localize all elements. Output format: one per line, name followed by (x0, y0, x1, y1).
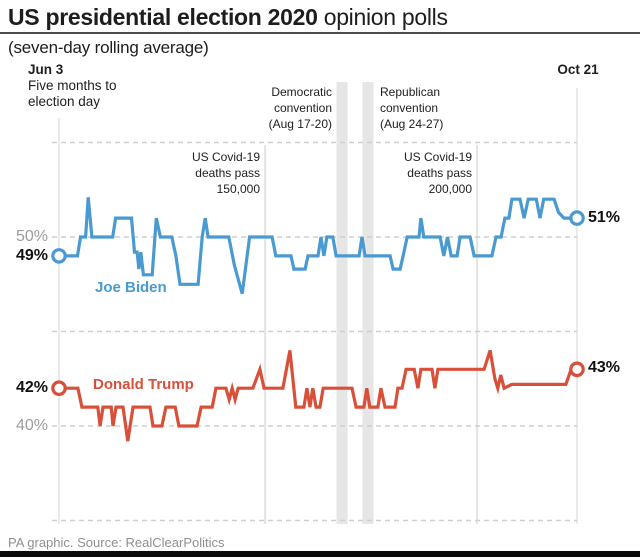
trump-line (57, 349, 579, 442)
trump-start-value: 42% (15, 379, 48, 396)
biden-line (57, 197, 579, 295)
chart-subtitle: (seven-day rolling average) (8, 38, 209, 57)
trump-start-marker (51, 380, 67, 396)
page-title: US presidential election 2020 opinion po… (8, 4, 448, 31)
source-credit: PA graphic. Source: RealClearPolitics (8, 535, 225, 550)
title-bold: US presidential election 2020 (8, 4, 318, 30)
convention-band-1 (362, 82, 374, 524)
gridline-label-50: 50% (15, 228, 48, 245)
title-rest: opinion polls (317, 4, 448, 30)
convention-band-0 (336, 82, 348, 524)
title-divider (0, 32, 640, 34)
start-note-line2: election day (28, 94, 101, 109)
trump-series-label: Donald Trump (93, 376, 194, 393)
annotation-covid-200k: US Covid-19 deaths pass 200,000 (403, 150, 472, 196)
annotation-dem-convention: Democratic convention (Aug 17-20) (268, 85, 332, 131)
trump-end-value: 43% (588, 359, 621, 376)
annotation-rep-convention: Republican convention (Aug 24-27) (380, 85, 444, 131)
biden-end-value: 51% (588, 209, 621, 226)
x-axis-end-label: Oct 21 (557, 62, 599, 77)
x-axis-start-label: Jun 3 Five months to election day (28, 62, 117, 110)
annotation-covid-150k: US Covid-19 deaths pass 150,000 (191, 150, 260, 196)
footer-bar (0, 551, 640, 557)
biden-end-marker (569, 210, 585, 226)
trump-end-marker (569, 361, 585, 378)
gridline-label-40: 40% (15, 417, 48, 434)
start-date: Jun 3 (28, 62, 64, 77)
biden-start-value: 49% (15, 247, 48, 264)
biden-start-marker (51, 248, 67, 264)
start-note-line1: Five months to (28, 78, 117, 93)
biden-series-label: Joe Biden (95, 279, 167, 296)
